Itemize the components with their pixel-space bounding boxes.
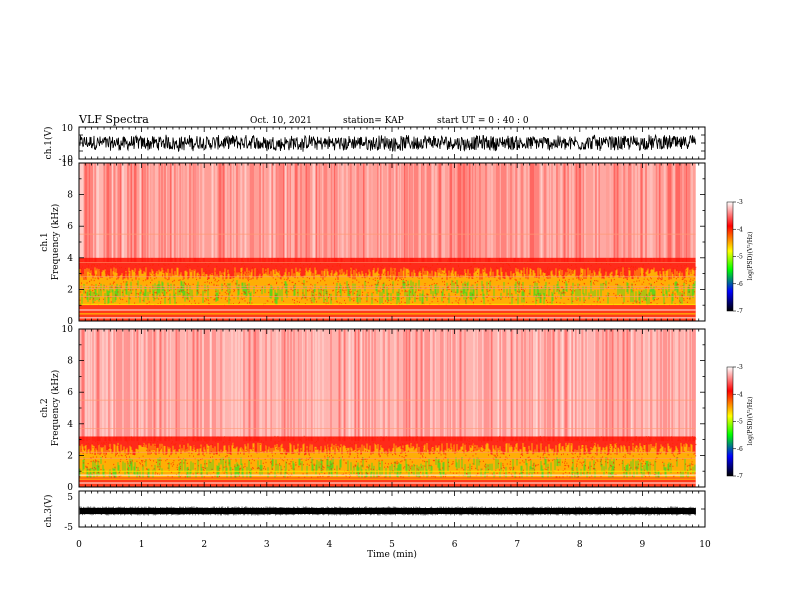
ch1-ylabel: ch.1(V) bbox=[43, 127, 54, 160]
ch1-waveform-line bbox=[79, 133, 696, 152]
spectro-band-speckle bbox=[79, 260, 697, 306]
spectro-low-freq-region bbox=[79, 305, 696, 321]
ch2-spectrogram-ticks bbox=[78, 328, 706, 488]
time-axis-tick-labels: 0 1 2 3 4 5 6 7 8 9 10 bbox=[76, 540, 711, 550]
colorbar-tick-label: -4 bbox=[737, 391, 743, 398]
header-date: Oct. 10, 2021 bbox=[250, 116, 312, 126]
frequency-tick-label: 10 bbox=[62, 159, 74, 169]
frequency-tick-label: 8 bbox=[67, 191, 73, 201]
ch1-waveform-ticks bbox=[78, 126, 706, 160]
frequency-tick-label: 0 bbox=[67, 317, 73, 327]
time-tick-label: 10 bbox=[699, 540, 711, 550]
time-tick-label: 7 bbox=[514, 540, 520, 550]
time-tick-label: 1 bbox=[139, 540, 145, 550]
ch3-ytick-bottom: -5 bbox=[64, 523, 73, 533]
header-station: station= KAP bbox=[343, 116, 404, 126]
ch3-ytick-top: 5 bbox=[67, 493, 73, 503]
colorbar-tick-label: -3 bbox=[737, 364, 743, 371]
ch1-colorbar-ticks: -3 -4 -5 -6 -7 bbox=[733, 199, 743, 315]
time-axis-label: Time (min) bbox=[367, 549, 417, 560]
frequency-tick-label: 4 bbox=[67, 254, 73, 264]
spectro-low-freq-region bbox=[79, 477, 696, 487]
ch1-spectrogram-panel: 0 2 4 6 8 10 ch.1 Frequency (kHz) -3 -4 -5 -6 -7 … bbox=[40, 159, 754, 327]
ch3-waveform-trace bbox=[79, 506, 696, 516]
ch1-colorbar-gradient bbox=[726, 201, 734, 312]
ch1-colorbar-label: log(PSD)(V²/Hz) bbox=[747, 232, 754, 281]
frequency-tick-label: 10 bbox=[62, 325, 74, 335]
frequency-tick-label: 8 bbox=[67, 357, 73, 367]
colorbar-tick-label: -5 bbox=[737, 419, 743, 426]
colorbar-tick-label: -6 bbox=[737, 281, 743, 288]
ch1-spectrogram-ytick-labels: 0 2 4 6 8 10 bbox=[62, 159, 74, 327]
ch2-spectrogram-ylabel-channel: ch.2 bbox=[40, 398, 50, 417]
frequency-tick-label: 6 bbox=[67, 222, 73, 232]
ch3-waveform-ticks bbox=[78, 490, 706, 528]
figure-title: VLF Spectra bbox=[78, 113, 149, 126]
ch1-ytick-top: 10 bbox=[62, 124, 74, 134]
ch1-waveform-trace bbox=[79, 133, 696, 152]
time-tick-label: 0 bbox=[76, 540, 82, 550]
colorbar-tick-label: -4 bbox=[737, 226, 743, 233]
ch2-spectrogram-image bbox=[78, 329, 697, 487]
ch1-spectrogram-image bbox=[78, 163, 697, 321]
ch3-waveform-band bbox=[80, 508, 696, 514]
ch2-colorbar-gradient bbox=[726, 366, 734, 477]
ch3-waveform-panel: 5 -5 ch.3(V) 0 1 2 3 4 5 6 7 8 9 10 Time (min) bbox=[43, 490, 711, 560]
time-tick-label: 8 bbox=[577, 540, 583, 550]
ch3-ylabel: ch.3(V) bbox=[43, 495, 54, 528]
frequency-tick-label: 6 bbox=[67, 388, 73, 398]
colorbar-tick-label: -7 bbox=[737, 473, 743, 480]
ch1-spectrogram-ylabel-frequency: Frequency (kHz) bbox=[50, 204, 61, 281]
ch2-colorbar: -3 -4 -5 -6 -7 log(PSD)(V²/Hz) bbox=[726, 364, 754, 480]
ch1-spectrogram-ylabel-channel: ch.1 bbox=[40, 232, 50, 251]
header-start-time: start UT = 0 : 40 : 0 bbox=[437, 116, 529, 126]
time-tick-label: 9 bbox=[640, 540, 646, 550]
frequency-tick-label: 4 bbox=[67, 420, 73, 430]
ch2-colorbar-ticks: -3 -4 -5 -6 -7 bbox=[733, 364, 743, 480]
colorbar-tick-label: -3 bbox=[737, 199, 743, 206]
ch1-ytick-bottom: -10 bbox=[59, 155, 74, 165]
ch1-waveform-panel: 10 -10 ch.1(V) bbox=[43, 124, 706, 165]
time-tick-label: 6 bbox=[452, 540, 458, 550]
colorbar-tick-label: -5 bbox=[737, 254, 743, 261]
ch1-colorbar: -3 -4 -5 -6 -7 log(PSD)(V²/Hz) bbox=[726, 199, 754, 315]
ch3-waveform-line bbox=[79, 506, 696, 516]
time-tick-label: 2 bbox=[201, 540, 207, 550]
spectro-high-freq-noise bbox=[79, 329, 696, 437]
frequency-tick-label: 0 bbox=[67, 483, 73, 493]
ch2-spectrogram-ytick-labels: 0 2 4 6 8 10 bbox=[62, 325, 74, 493]
time-tick-label: 3 bbox=[264, 540, 270, 550]
ch2-spectrogram-panel: 0 2 4 6 8 10 ch.2 Frequency (kHz) -3 -4 -5 -6 -7 … bbox=[40, 325, 754, 493]
ch1-spectrogram-ticks bbox=[78, 162, 706, 322]
frequency-tick-label: 2 bbox=[67, 451, 73, 461]
time-tick-label: 4 bbox=[327, 540, 333, 550]
colorbar-tick-label: -6 bbox=[737, 446, 743, 453]
frequency-tick-label: 2 bbox=[67, 285, 73, 295]
ch2-colorbar-label: log(PSD)(V²/Hz) bbox=[747, 397, 754, 446]
time-tick-label: 5 bbox=[389, 540, 395, 550]
spectro-high-freq-noise bbox=[79, 163, 696, 258]
colorbar-tick-label: -7 bbox=[737, 308, 743, 315]
ch2-spectrogram-ylabel-frequency: Frequency (kHz) bbox=[50, 370, 61, 447]
